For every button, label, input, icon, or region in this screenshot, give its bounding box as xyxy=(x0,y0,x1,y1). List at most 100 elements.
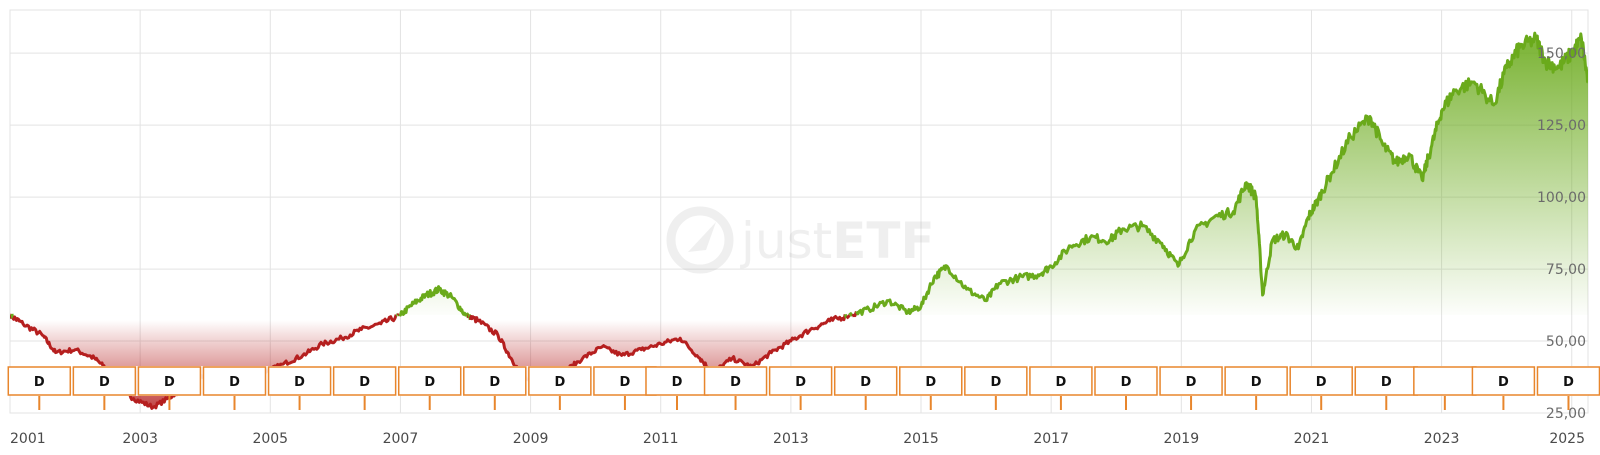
x-tick-label: 2009 xyxy=(513,431,549,447)
dividend-marker: D xyxy=(703,366,768,410)
series-line-segment xyxy=(851,311,858,318)
dividend-marker-box xyxy=(1029,366,1093,396)
area-above-baseline xyxy=(10,33,1588,316)
dividend-marker: D xyxy=(1354,366,1419,410)
x-tick-label: 2023 xyxy=(1424,431,1460,447)
dividend-marker: D xyxy=(964,366,1028,410)
dividend-marker-box xyxy=(397,366,462,396)
series-line-segment xyxy=(855,31,1588,316)
dividend-marker: D xyxy=(768,366,833,410)
x-tick-label: 2015 xyxy=(903,431,939,447)
x-tick-label: 2005 xyxy=(252,431,288,447)
dividend-marker-label: D xyxy=(229,375,240,390)
dividend-marker-label: D xyxy=(730,375,741,390)
dividend-marker-box xyxy=(267,366,332,396)
dividend-marker-label: D xyxy=(1316,375,1327,390)
watermark-text-bold: ETF xyxy=(832,212,934,270)
y-tick-label: 150,00 xyxy=(1537,46,1586,62)
dividend-marker: D xyxy=(833,366,898,410)
dividend-marker-box xyxy=(528,366,592,396)
dividend-marker-label: D xyxy=(860,375,871,390)
dividend-marker-label: D xyxy=(990,375,1001,390)
dividend-marker-box xyxy=(703,366,768,396)
dividend-marker: D xyxy=(137,366,202,410)
dividend-marker: D xyxy=(528,366,592,410)
series-line-segment xyxy=(10,313,15,319)
dividend-marker xyxy=(1413,366,1477,410)
dividend-marker-box xyxy=(964,366,1028,396)
x-tick-label: 2007 xyxy=(383,431,419,447)
dividend-marker-label: D xyxy=(1498,375,1509,390)
dividend-marker-label: D xyxy=(359,375,370,390)
dividend-marker-box xyxy=(1159,366,1223,396)
y-tick-label: 125,00 xyxy=(1537,118,1586,134)
dividend-marker-label: D xyxy=(554,375,565,390)
series-line-segment xyxy=(396,312,400,317)
dividend-marker-label: D xyxy=(925,375,936,390)
dividend-marker: D xyxy=(899,366,963,410)
series-line-segment xyxy=(398,285,470,319)
area-fill xyxy=(10,33,1588,409)
dividend-marker-box xyxy=(899,366,963,396)
x-tick-label: 2025 xyxy=(1549,431,1585,447)
dividend-marker: D xyxy=(1029,366,1093,410)
dividend-marker-box xyxy=(1471,366,1536,396)
dividend-marker-box xyxy=(1354,366,1419,396)
x-tick-label: 2011 xyxy=(643,431,679,447)
dividend-marker-label: D xyxy=(1121,375,1132,390)
dividend-marker-box xyxy=(1094,366,1158,396)
watermark-logo-icon xyxy=(666,206,734,274)
dividend-marker: D xyxy=(7,366,72,410)
dividend-marker: D xyxy=(72,366,137,410)
dividend-marker-box xyxy=(7,366,72,396)
x-tick-label: 2003 xyxy=(122,431,158,447)
dividend-marker: D xyxy=(267,366,332,410)
dividend-marker-label: D xyxy=(672,375,683,390)
dividend-marker-box xyxy=(202,366,267,396)
dividend-marker-label: D xyxy=(1186,375,1197,390)
y-tick-label: 50,00 xyxy=(1546,334,1586,350)
x-tick-label: 2001 xyxy=(10,431,46,447)
dividend-marker: D xyxy=(1289,366,1353,410)
dividend-marker-box xyxy=(463,366,527,396)
dividend-marker-box xyxy=(1289,366,1353,396)
dividend-marker-label: D xyxy=(294,375,305,390)
dividend-marker-label: D xyxy=(34,375,45,390)
dividend-marker-label: D xyxy=(424,375,435,390)
y-tick-label: 100,00 xyxy=(1537,190,1586,206)
dividend-marker: D xyxy=(1536,366,1600,410)
series-line-segment xyxy=(848,312,854,317)
dividend-marker: D xyxy=(202,366,267,410)
dividend-marker-label: D xyxy=(489,375,500,390)
series-line-segment xyxy=(845,314,851,320)
dividend-marker-box xyxy=(1413,366,1477,396)
dividend-marker-label: D xyxy=(795,375,806,390)
dividend-marker: D xyxy=(1094,366,1158,410)
dividend-marker-label: D xyxy=(1381,375,1392,390)
dividend-marker-box xyxy=(72,366,137,396)
watermark: justETF xyxy=(666,206,935,274)
dividend-marker: D xyxy=(463,366,527,410)
dividend-marker: D xyxy=(1224,366,1288,410)
dividend-marker-label: D xyxy=(99,375,110,390)
dividend-marker: D xyxy=(397,366,462,410)
dividend-marker-label: D xyxy=(1563,375,1574,390)
dividend-marker-box xyxy=(833,366,898,396)
dividend-marker: D xyxy=(645,366,709,410)
x-tick-label: 2021 xyxy=(1294,431,1330,447)
axes: 2001 2003 2005 2007 2009 2011 2013 2015 2017 2019… xyxy=(10,46,1586,447)
area-below-baseline xyxy=(10,315,1588,409)
x-tick-label: 2013 xyxy=(773,431,809,447)
dividend-marker-box xyxy=(1536,366,1600,396)
dividend-marker-label: D xyxy=(1056,375,1067,390)
watermark-text-light: just xyxy=(740,212,832,270)
dividend-marker: D xyxy=(1159,366,1223,410)
dividend-marker-box xyxy=(1224,366,1288,396)
dividend-marker: D xyxy=(332,366,397,410)
x-tick-label: 2019 xyxy=(1163,431,1199,447)
y-tick-label: 25,00 xyxy=(1546,406,1586,422)
dividend-marker-box xyxy=(768,366,833,396)
